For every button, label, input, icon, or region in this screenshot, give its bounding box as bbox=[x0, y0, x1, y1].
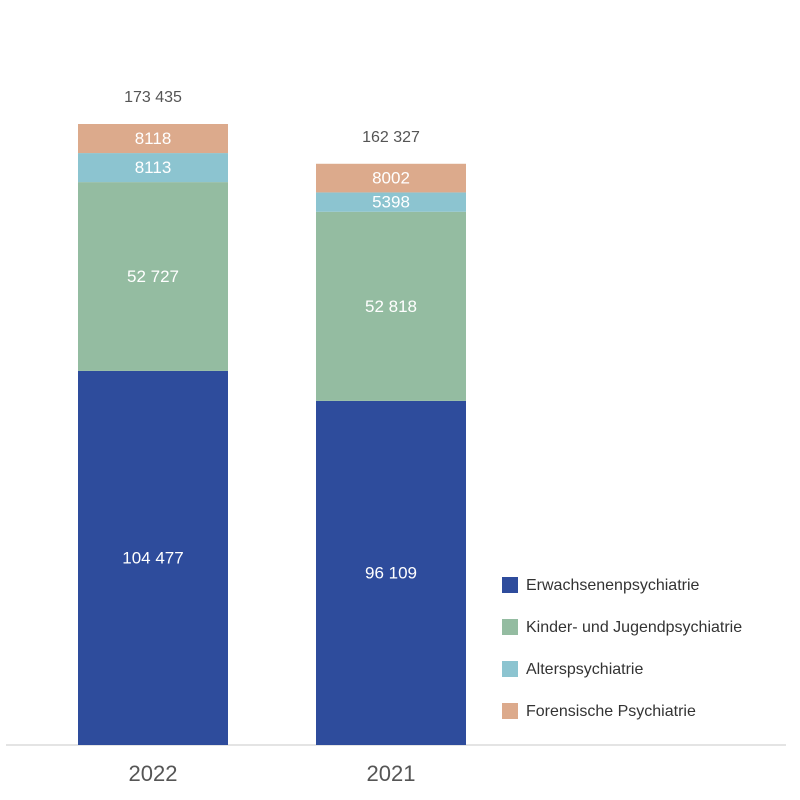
x-tick-label-2021: 2021 bbox=[367, 761, 416, 786]
legend: Erwachsenenpsychiatrie Kinder- und Jugend… bbox=[502, 577, 742, 720]
legend-swatch-3 bbox=[502, 661, 518, 677]
bar-segment-2021-4 bbox=[316, 163, 466, 193]
data-label-2021-2: 52 818 bbox=[365, 297, 417, 316]
legend-swatch-1 bbox=[502, 577, 518, 593]
bar-segment-2022-1 bbox=[78, 370, 228, 745]
total-label-2021: 162 327 bbox=[362, 129, 420, 146]
data-label-2022-3: 8113 bbox=[135, 158, 172, 177]
legend-swatch-2 bbox=[502, 619, 518, 635]
bar-segment-2022-4 bbox=[78, 124, 228, 154]
bar-segment-2021-1 bbox=[316, 400, 466, 745]
data-label-2022-1: 104 477 bbox=[122, 548, 183, 567]
legend-label-1: Erwachsenenpsychiatrie bbox=[526, 577, 700, 594]
bar-segment-2022-2 bbox=[78, 182, 228, 371]
x-tick-label-2022: 2022 bbox=[129, 761, 178, 786]
total-label-2022: 173 435 bbox=[124, 89, 182, 106]
legend-label-3: Alterspsychiatrie bbox=[526, 661, 643, 678]
data-label-2021-1: 96 109 bbox=[365, 563, 417, 582]
bar-segment-2021-3 bbox=[316, 192, 466, 212]
legend-label-2: Kinder- und Jugendpsychiatrie bbox=[526, 619, 742, 636]
data-label-2022-2: 52 727 bbox=[127, 267, 179, 286]
bar-segment-2021-2 bbox=[316, 211, 466, 401]
data-label-2021-4: 8002 bbox=[372, 169, 410, 188]
legend-label-4: Forensische Psychiatrie bbox=[526, 703, 696, 720]
data-label-2022-4: 8118 bbox=[135, 129, 172, 148]
data-label-2021-3: 5398 bbox=[372, 193, 410, 212]
bar-segment-2022-3 bbox=[78, 153, 228, 183]
bars-group: 104 477 52 727 8113 8118 173 435 2022 96 109 52… bbox=[78, 89, 466, 786]
legend-swatch-4 bbox=[502, 703, 518, 719]
